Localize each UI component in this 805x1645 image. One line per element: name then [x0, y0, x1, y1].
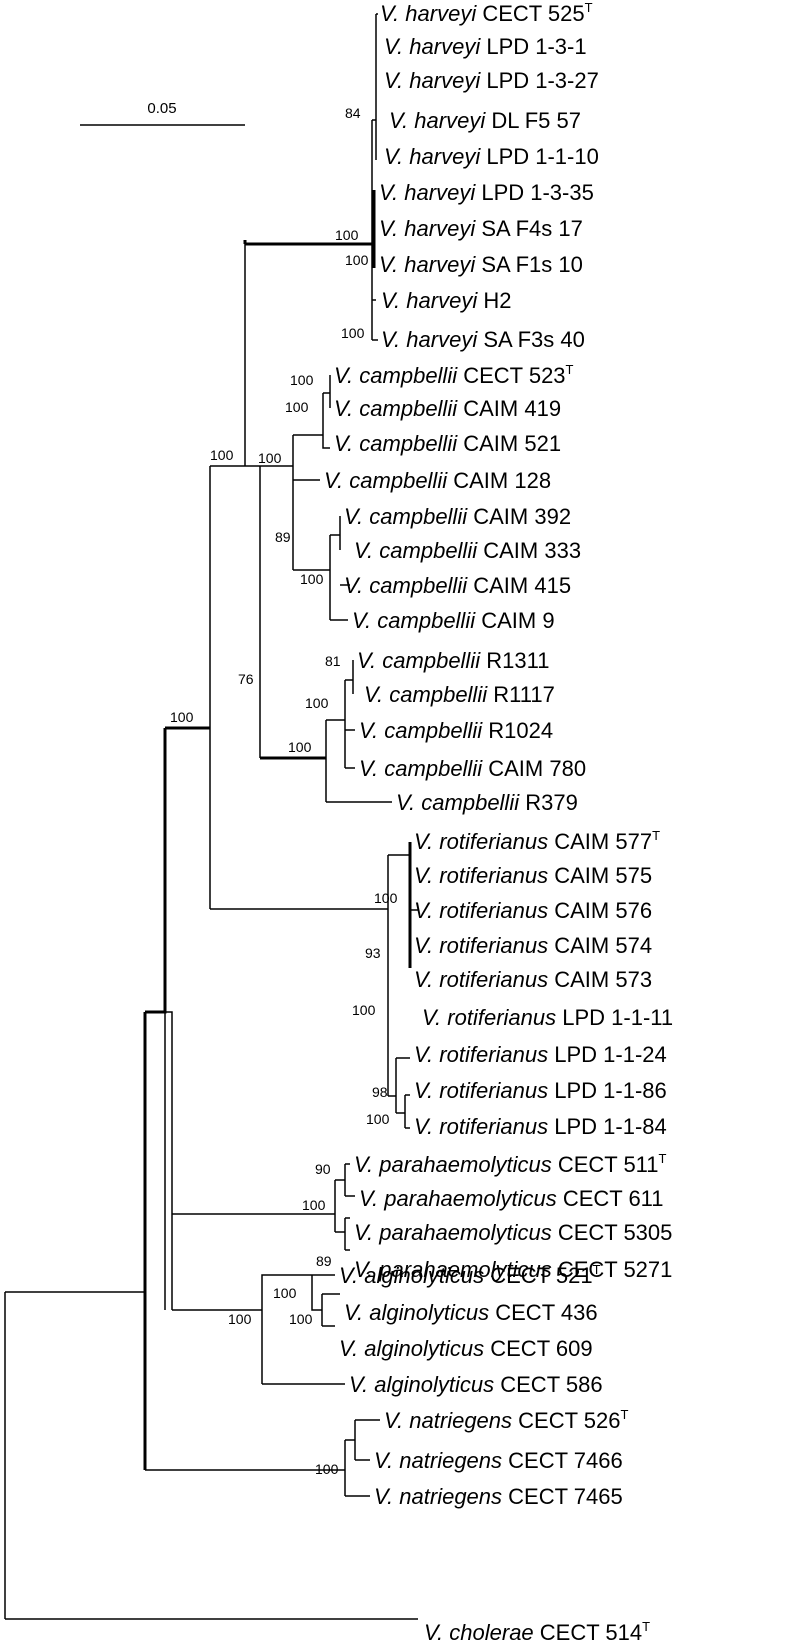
taxon-label: V. alginolyticus CECT 521T	[339, 1262, 601, 1288]
bootstrap-value: 100	[352, 1002, 376, 1018]
taxon-label: V. rotiferianus CAIM 575	[414, 863, 652, 888]
taxon-label: V. natriegens CECT 526T	[384, 1407, 628, 1433]
branch-natriegens-node	[344, 1419, 380, 1497]
taxon-label: V. campbellii CAIM 9	[352, 608, 555, 633]
taxon-label: V. harveyi SA F1s 10	[379, 252, 583, 277]
taxon-label: V. harveyi SA F3s 40	[381, 327, 585, 352]
bootstrap-value: 100	[305, 695, 329, 711]
branch-hcr-node	[209, 466, 388, 910]
branch-harveyi-clade	[371, 13, 378, 341]
bootstrap-value: 100	[341, 325, 365, 341]
bootstrap-value: 100	[289, 1311, 313, 1327]
taxon-label: V. harveyi DL F5 57	[389, 108, 581, 133]
branch-campbellii-r-clade	[325, 660, 392, 803]
taxon-label: V. natriegens CECT 7465	[374, 1484, 623, 1509]
taxon-label: V. harveyi LPD 1-1-10	[384, 144, 599, 169]
bootstrap-value: 98	[372, 1084, 388, 1100]
taxon-label: V. campbellii CAIM 392	[344, 504, 571, 529]
taxon-label: V. rotiferianus LPD 1-1-24	[414, 1042, 667, 1067]
bootstrap-value: 100	[366, 1111, 390, 1127]
taxon-labels: V. harveyi CECT 525T V. harveyi LPD 1-3-…	[324, 0, 673, 1645]
taxon-label: V. campbellii R1117	[364, 682, 555, 707]
taxon-label: V. natriegens CECT 7466	[374, 1448, 623, 1473]
bootstrap-value: 100	[288, 739, 312, 755]
bootstrap-values: 84 100 100 100 100 100 100 100 89 100 76…	[170, 105, 398, 1477]
taxon-label: V. harveyi SA F4s 17	[379, 216, 583, 241]
taxon-label: V. rotiferianus CAIM 573	[414, 967, 652, 992]
taxon-label: V. parahaemolyticus CECT 511T	[354, 1151, 667, 1177]
bootstrap-value: 100	[290, 372, 314, 388]
taxon-label: V. harveyi LPD 1-3-35	[379, 180, 594, 205]
bootstrap-value: 100	[374, 890, 398, 906]
taxon-label: V. rotiferianus CAIM 574	[414, 933, 652, 958]
taxon-label: V. rotiferianus CAIM 577T	[414, 828, 660, 854]
scale-bar: 0.05	[80, 100, 245, 126]
taxon-label: V. parahaemolyticus CECT 5305	[354, 1220, 672, 1245]
branch-core-lower	[164, 1011, 335, 1310]
taxon-label: V. rotiferianus LPD 1-1-84	[414, 1114, 667, 1139]
bootstrap-value: 84	[345, 105, 361, 121]
taxon-label: V. harveyi H2	[381, 288, 511, 313]
bootstrap-value: 100	[335, 227, 359, 243]
branch-campbellii-sub	[293, 375, 350, 621]
taxon-label: V. campbellii R379	[396, 790, 578, 815]
taxon-label: V. parahaemolyticus CECT 611	[359, 1186, 664, 1211]
taxon-label: V. rotiferianus LPD 1-1-11	[422, 1005, 673, 1030]
taxon-label: V. campbellii CAIM 419	[334, 396, 561, 421]
taxon-label: V. harveyi CECT 525T	[380, 0, 593, 26]
taxon-label: V. campbellii R1024	[359, 718, 553, 743]
bootstrap-value: 100	[210, 447, 234, 463]
bootstrap-value: 100	[302, 1197, 326, 1213]
bootstrap-value: 100	[285, 399, 309, 415]
bootstrap-value: 100	[300, 571, 324, 587]
bootstrap-value: 100	[345, 252, 369, 268]
taxon-label: V. campbellii CAIM 780	[359, 756, 586, 781]
bootstrap-value: 81	[325, 653, 341, 669]
taxon-label: V. rotiferianus CAIM 576	[414, 898, 652, 923]
branch-core-main	[145, 726, 210, 1014]
bootstrap-value: 100	[228, 1311, 252, 1327]
taxon-label: V. campbellii CAIM 521	[334, 431, 561, 456]
bootstrap-value: 100	[258, 450, 282, 466]
taxon-label: V. alginolyticus CECT 586	[349, 1372, 603, 1397]
taxon-label: V. campbellii CAIM 128	[324, 468, 551, 493]
taxon-label: V. campbellii CAIM 415	[344, 573, 571, 598]
branch-hc-thick	[243, 240, 372, 246]
branch-parahaemolyticus-clade	[334, 1163, 355, 1251]
bootstrap-value: 76	[238, 671, 254, 687]
taxon-label: V. campbellii CECT 523T	[334, 362, 574, 388]
bootstrap-value: 100	[273, 1285, 297, 1301]
bootstrap-value: 100	[315, 1461, 339, 1477]
taxon-label: V. harveyi LPD 1-3-27	[384, 68, 599, 93]
bootstrap-value: 89	[275, 529, 291, 545]
bootstrap-value: 93	[365, 945, 381, 961]
bootstrap-value: 89	[316, 1253, 332, 1269]
branch-alginolyticus-clade	[172, 1274, 345, 1385]
taxon-label: V. cholerae CECT 514T	[424, 1619, 650, 1645]
taxon-label: V. harveyi LPD 1-3-1	[384, 34, 587, 59]
bootstrap-value: 90	[315, 1161, 331, 1177]
taxon-label: V. campbellii R1311	[357, 648, 549, 673]
scale-bar-label: 0.05	[147, 100, 176, 117]
taxon-label: V. rotiferianus LPD 1-1-86	[414, 1078, 667, 1103]
taxon-label: V. campbellii CAIM 333	[354, 538, 581, 563]
taxon-label: V. alginolyticus CECT 609	[339, 1336, 593, 1361]
taxon-label: V. parahaemolyticus CECT 5271	[354, 1257, 672, 1282]
bootstrap-value: 100	[170, 709, 194, 725]
taxon-label: V. alginolyticus CECT 436	[344, 1300, 598, 1325]
tree-branches	[4, 13, 418, 1620]
